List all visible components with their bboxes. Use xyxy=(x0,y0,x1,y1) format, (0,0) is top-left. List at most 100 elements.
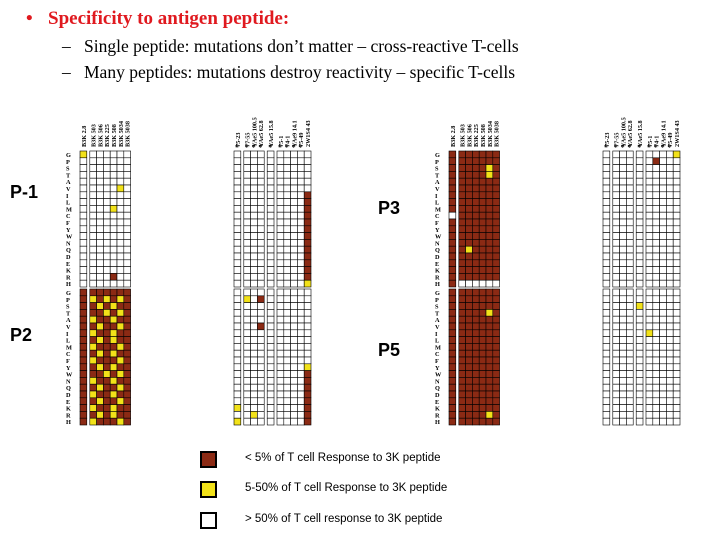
heatmap-cell xyxy=(233,322,242,331)
heatmap-cell xyxy=(116,252,125,261)
heatmap-cell xyxy=(276,177,285,186)
heatmap-cell xyxy=(492,150,500,159)
heatmap-cell xyxy=(619,198,627,206)
heatmap-cell xyxy=(276,225,285,233)
heatmap-cell xyxy=(472,279,480,288)
heatmap-cell xyxy=(257,252,265,261)
heatmap-cell xyxy=(612,315,620,324)
heatmap-cell xyxy=(123,177,131,186)
heatmap-cell xyxy=(109,390,118,399)
heatmap-cell xyxy=(492,322,500,331)
heatmap-cell xyxy=(465,356,473,365)
heatmap-cell xyxy=(257,245,265,254)
column-header: B3K 225 xyxy=(473,124,480,147)
heatmap-cell xyxy=(472,259,480,267)
heatmap-cell xyxy=(89,295,97,303)
heatmap-cell xyxy=(276,336,285,344)
heatmap-cell xyxy=(116,177,125,186)
heatmap-cell xyxy=(492,191,500,199)
heatmap-cell xyxy=(492,356,500,365)
heatmap-cell xyxy=(666,164,674,172)
heatmap-cell xyxy=(243,322,251,331)
heatmap-cell xyxy=(659,245,667,254)
heatmap-cell xyxy=(266,225,275,233)
heatmap-cell xyxy=(619,356,627,365)
heatmap-cell xyxy=(626,205,634,213)
heatmap-cell xyxy=(79,377,88,385)
star-mark: * xyxy=(252,143,256,152)
heatmap-cell xyxy=(478,273,487,281)
heatmap-cell xyxy=(465,245,473,254)
heatmap-cell xyxy=(123,211,131,220)
heatmap-cell xyxy=(257,218,265,227)
heatmap-cell xyxy=(626,191,634,199)
heatmap-cell xyxy=(243,383,251,392)
heatmap-cell xyxy=(645,150,654,159)
heatmap-cell xyxy=(116,191,125,199)
heatmap-cell xyxy=(79,266,88,274)
heatmap-cell xyxy=(116,279,125,288)
heatmap-cell xyxy=(257,171,265,179)
row-label: P xyxy=(435,159,439,166)
heatmap-cell xyxy=(257,191,265,199)
heatmap-cell xyxy=(602,417,611,426)
heatmap-cell xyxy=(602,164,611,172)
row-label: V xyxy=(435,324,440,331)
heatmap-cell xyxy=(103,404,111,412)
heatmap-cell xyxy=(233,315,242,324)
heatmap-cell xyxy=(602,295,611,303)
heatmap-cell xyxy=(266,171,275,179)
row-label: L xyxy=(66,338,70,345)
heatmap-cell xyxy=(619,295,627,303)
heatmap-cell xyxy=(276,315,285,324)
heatmap-cell xyxy=(645,383,654,392)
heatmap-cell xyxy=(297,370,305,378)
row-label: P xyxy=(66,159,70,166)
heatmap-cell xyxy=(492,315,500,324)
heatmap-cell xyxy=(233,266,242,274)
heatmap-cell xyxy=(79,259,88,267)
heatmap-cell xyxy=(645,191,654,199)
row-label: M xyxy=(66,206,72,213)
row-label: R xyxy=(66,412,71,419)
heatmap-cell xyxy=(448,259,457,267)
heatmap-cell xyxy=(116,266,125,274)
heatmap-cell xyxy=(116,211,125,220)
heatmap-cell xyxy=(266,288,275,297)
heatmap-cell xyxy=(666,390,674,399)
heatmap-cell xyxy=(243,336,251,344)
heatmap-cell xyxy=(303,329,312,337)
heatmap-cell xyxy=(602,239,611,247)
heatmap-cell xyxy=(666,404,674,412)
heatmap-cell xyxy=(448,171,457,179)
heatmap-cell xyxy=(109,383,118,392)
heatmap-cell xyxy=(619,245,627,254)
heatmap-cell xyxy=(89,397,97,405)
row-label: C xyxy=(66,351,71,358)
heatmap-cell xyxy=(96,349,104,358)
heatmap-cell xyxy=(297,302,305,310)
heatmap-cell xyxy=(103,370,111,378)
heatmap-cell xyxy=(458,259,466,267)
heatmap-cell xyxy=(243,377,251,385)
heatmap-cell xyxy=(672,239,681,247)
column-header: B3K 5034 xyxy=(118,121,125,147)
heatmap-cell xyxy=(303,273,312,281)
heatmap-cell xyxy=(297,157,305,165)
heatmap-cell xyxy=(109,225,118,233)
heatmap-cell xyxy=(276,343,285,351)
heatmap-cell xyxy=(257,349,265,358)
heatmap-cell xyxy=(290,390,298,399)
heatmap-cell xyxy=(109,171,118,179)
row-label: E xyxy=(435,399,439,406)
heatmap-cell xyxy=(243,164,251,172)
heatmap-cell xyxy=(485,191,494,199)
heatmap-cell xyxy=(243,302,251,310)
heatmap-cell xyxy=(243,404,251,412)
heatmap-cell xyxy=(276,259,285,267)
heatmap-cell xyxy=(276,211,285,220)
heatmap-cell xyxy=(666,266,674,274)
dash-2: – xyxy=(62,62,71,82)
row-label: H xyxy=(66,419,71,426)
heatmap-cell xyxy=(652,273,660,281)
